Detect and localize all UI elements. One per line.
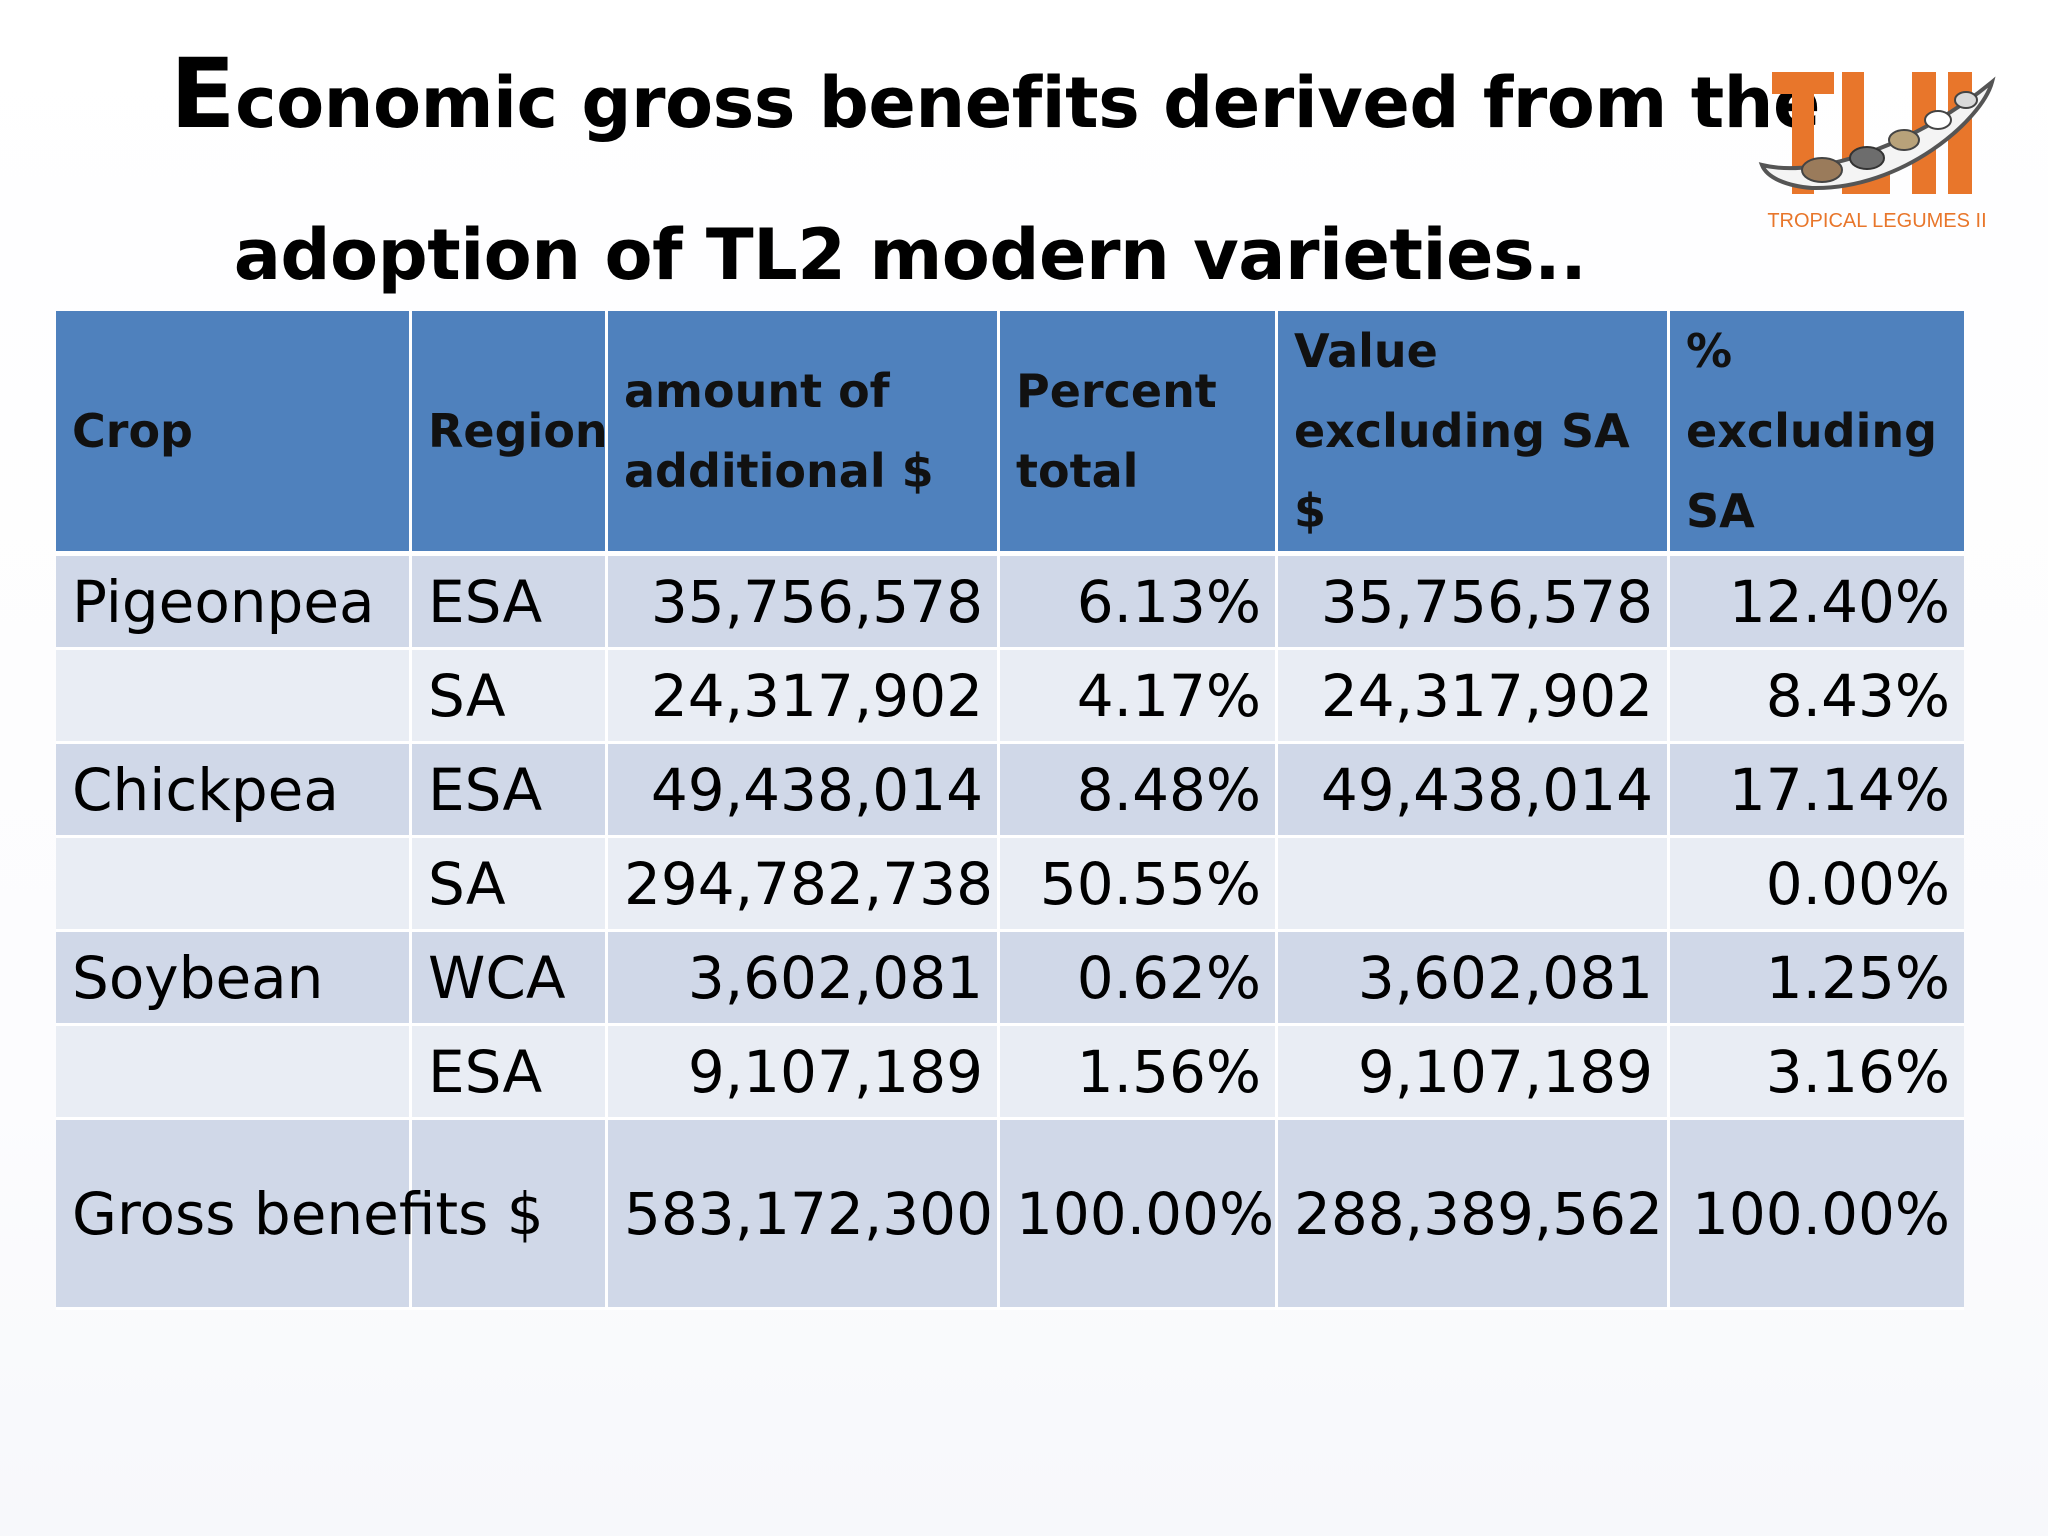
table-row: Soybean WCA 3,602,081 0.62% 3,602,081 1.… [56,932,1964,1026]
cell-value-excl: 49,438,014 [1278,744,1670,838]
title-drop-cap: E [170,38,236,150]
cell-value-excl: 9,107,189 [1278,1026,1670,1120]
header-percent-excluding-sa: % excluding SA [1670,311,1964,556]
header-region: Region [412,311,608,556]
logo-subtitle: TROPICAL LEGUMES II [1767,210,1987,232]
cell-pct-excl: 3.16% [1670,1026,1964,1120]
cell-value-excl: 3,602,081 [1278,932,1670,1026]
title-line-1: Economic gross benefits derived from the [170,18,1820,179]
table-row: SA 294,782,738 50.55% 0.00% [56,838,1964,932]
cell-amount: 294,782,738 [608,838,1000,932]
header-crop: Crop [56,311,412,556]
cell-value-excl [1278,838,1670,932]
table-total-row: Gross benefits $ 583,172,300 100.00% 288… [56,1120,1964,1310]
cell-region: ESA [412,556,608,650]
table-row: Pigeonpea ESA 35,756,578 6.13% 35,756,57… [56,556,1964,650]
cell-crop: Pigeonpea [56,556,412,650]
cell-percent: 50.55% [1000,838,1278,932]
cell-crop: Soybean [56,932,412,1026]
cell-total-pct-excl: 100.00% [1670,1120,1964,1310]
cell-crop [56,838,412,932]
cell-crop [56,650,412,744]
table-row: SA 24,317,902 4.17% 24,317,902 8.43% [56,650,1964,744]
cell-amount: 24,317,902 [608,650,1000,744]
cell-region: SA [412,838,608,932]
cell-amount: 35,756,578 [608,556,1000,650]
cell-percent: 6.13% [1000,556,1278,650]
cell-amount: 9,107,189 [608,1026,1000,1120]
cell-percent: 1.56% [1000,1026,1278,1120]
tlii-logo: TROPICAL LEGUMES II [1752,60,2002,240]
table-row: Chickpea ESA 49,438,014 8.48% 49,438,014… [56,744,1964,838]
table-row: ESA 9,107,189 1.56% 9,107,189 3.16% [56,1026,1964,1120]
cell-region: ESA [412,1026,608,1120]
cell-total-percent: 100.00% [1000,1120,1278,1310]
title-line-2: adoption of TL2 modern varieties.. [233,214,1587,296]
cell-total-value-excl: 288,389,562 [1278,1120,1670,1310]
benefits-table: Crop Region amount of additional $ Perce… [56,311,1964,1310]
cell-total-region [412,1120,608,1310]
cell-pct-excl: 17.14% [1670,744,1964,838]
slide-title: Economic gross benefits derived from the… [170,18,1820,331]
title-line-1-text: conomic gross benefits derived from the [235,62,1820,144]
cell-region: ESA [412,744,608,838]
cell-crop: Chickpea [56,744,412,838]
cell-total-amount: 583,172,300 [608,1120,1000,1310]
cell-region: WCA [412,932,608,1026]
cell-percent: 4.17% [1000,650,1278,744]
cell-amount: 49,438,014 [608,744,1000,838]
tlii-logo-graphic [1758,72,1996,194]
cell-pct-excl: 1.25% [1670,932,1964,1026]
header-value-excluding-sa: Value excluding SA $ [1278,311,1670,556]
cell-percent: 0.62% [1000,932,1278,1026]
cell-pct-excl: 8.43% [1670,650,1964,744]
header-percent-total: Percent total [1000,311,1278,556]
cell-value-excl: 24,317,902 [1278,650,1670,744]
cell-total-label: Gross benefits $ [56,1120,544,1310]
header-amount: amount of additional $ [608,311,1000,556]
cell-crop [56,1026,412,1120]
cell-amount: 3,602,081 [608,932,1000,1026]
cell-value-excl: 35,756,578 [1278,556,1670,650]
cell-percent: 8.48% [1000,744,1278,838]
table-header-row: Crop Region amount of additional $ Perce… [56,311,1964,556]
cell-region: SA [412,650,608,744]
cell-pct-excl: 0.00% [1670,838,1964,932]
cell-pct-excl: 12.40% [1670,556,1964,650]
